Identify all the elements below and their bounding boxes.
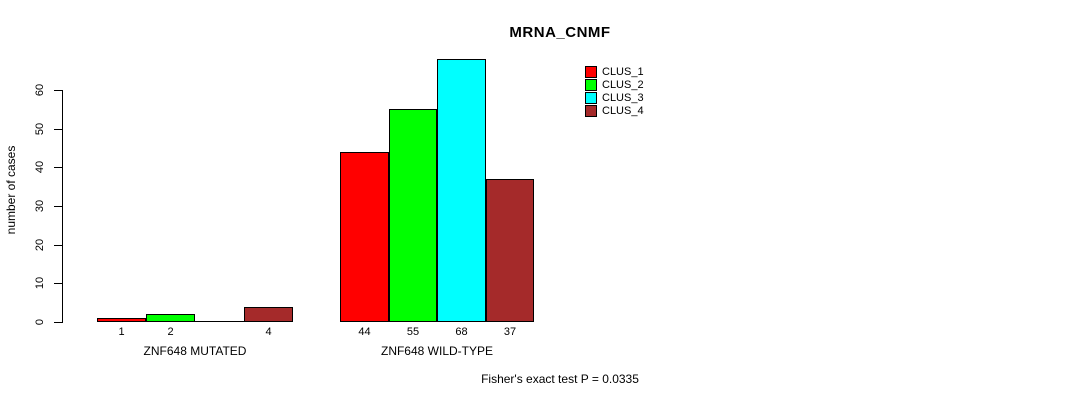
pvalue-annotation: Fisher's exact test P = 0.0335	[481, 372, 639, 386]
bar-value-label: 44	[358, 326, 371, 338]
bar-CLUS_4	[244, 307, 293, 322]
legend-swatch-icon	[585, 65, 597, 78]
x-category-label: ZNF648 WILD-TYPE	[380, 344, 494, 358]
y-tick-label: 20	[34, 238, 46, 252]
y-tick-mark	[54, 322, 62, 323]
legend-label: CLUS_3	[602, 91, 644, 104]
y-tick-label: 40	[34, 160, 46, 174]
chart-title: MRNA_CNMF	[509, 24, 611, 41]
legend-item: CLUS_1	[585, 65, 644, 78]
legend-label: CLUS_2	[602, 78, 644, 91]
legend-swatch-icon	[585, 78, 597, 91]
bar-value-label: 4	[265, 326, 272, 338]
y-tick-label: 50	[34, 122, 46, 136]
bar-CLUS_4	[486, 179, 534, 322]
bar-CLUS_3	[437, 59, 486, 322]
bar-CLUS_3	[195, 321, 244, 322]
bar-CLUS_2	[146, 314, 195, 322]
y-tick-label: 0	[34, 318, 46, 326]
y-tick-mark	[54, 167, 62, 168]
y-tick-mark	[54, 245, 62, 246]
legend-item: CLUS_2	[585, 78, 644, 91]
y-tick-label: 60	[34, 83, 46, 97]
y-tick-mark	[54, 90, 62, 91]
bar-value-label: 2	[167, 326, 174, 338]
bar-CLUS_1	[340, 152, 389, 322]
y-axis-title: number of cases	[4, 145, 18, 235]
legend-swatch-icon	[585, 104, 597, 117]
bar-CLUS_2	[389, 109, 437, 322]
bar-CLUS_1	[97, 318, 146, 322]
legend: CLUS_1 CLUS_2 CLUS_3 CLUS_4	[585, 65, 644, 117]
y-tick-mark	[54, 129, 62, 130]
y-tick-mark	[54, 283, 62, 284]
legend-label: CLUS_1	[602, 65, 644, 78]
legend-label: CLUS_4	[602, 104, 644, 117]
y-tick-label: 30	[34, 199, 46, 213]
legend-item: CLUS_4	[585, 104, 644, 117]
legend-item: CLUS_3	[585, 91, 644, 104]
x-category-label: ZNF648 MUTATED	[143, 344, 247, 358]
y-tick-mark	[54, 206, 62, 207]
bar-value-label: 37	[503, 326, 517, 338]
bar-value-label: 55	[406, 326, 420, 338]
y-axis-line	[62, 90, 63, 323]
legend-swatch-icon	[585, 91, 597, 104]
y-tick-label: 10	[34, 276, 46, 290]
bar-value-label: 68	[455, 326, 468, 338]
bar-value-label: 1	[118, 326, 125, 338]
